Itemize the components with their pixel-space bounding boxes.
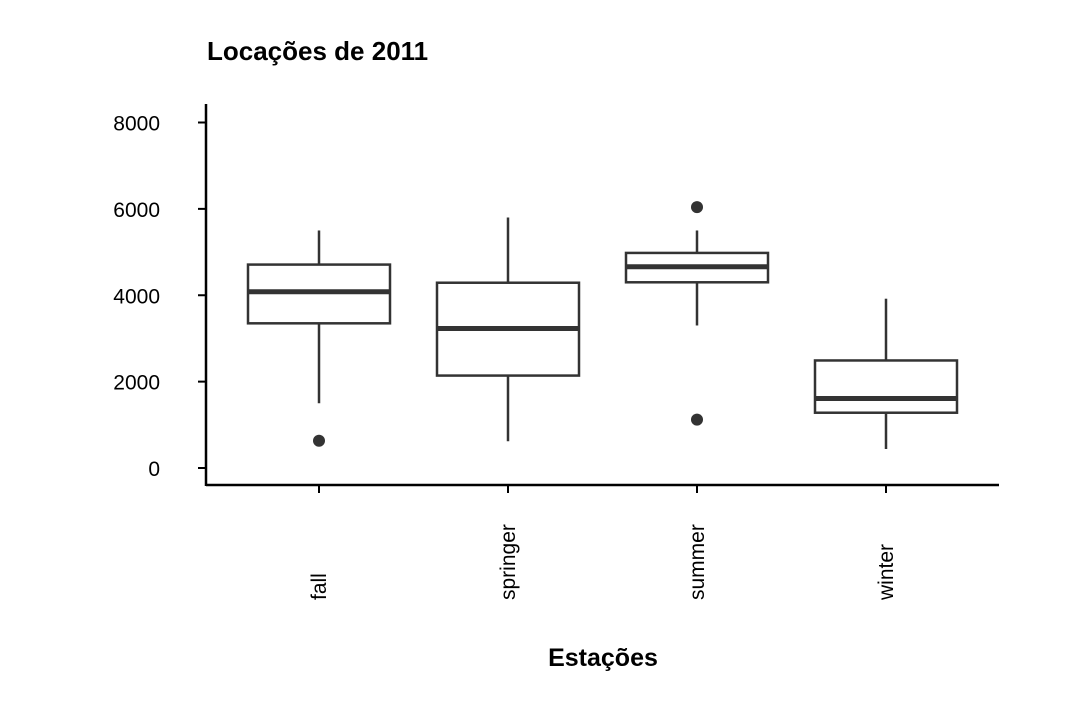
x-axis-ticks: fall springer summer winter	[308, 485, 898, 601]
boxes-group	[246, 201, 959, 449]
y-tick-label: 8000	[113, 113, 160, 136]
x-tick-label: winter	[875, 544, 898, 601]
outlier-point	[691, 201, 703, 214]
box-winter	[813, 298, 959, 449]
outlier-point	[313, 434, 325, 447]
y-axis-ticks: 0 2000 4000 6000 8000	[113, 113, 206, 481]
y-tick-label: 6000	[113, 199, 160, 222]
x-tick-label: springer	[497, 524, 520, 600]
chart-title: Locações de 2011	[207, 36, 428, 66]
x-tick-label: summer	[686, 524, 709, 600]
box-fall	[246, 230, 392, 447]
box-springer	[435, 217, 581, 442]
x-axis-title: Estações	[548, 644, 658, 672]
x-tick-label: fall	[308, 573, 331, 600]
box-summer	[624, 201, 770, 426]
iqr-box	[813, 359, 959, 414]
y-tick-label: 2000	[113, 372, 160, 395]
y-tick-label: 4000	[113, 285, 160, 308]
outlier-point	[691, 413, 703, 426]
y-tick-label: 0	[148, 458, 160, 481]
